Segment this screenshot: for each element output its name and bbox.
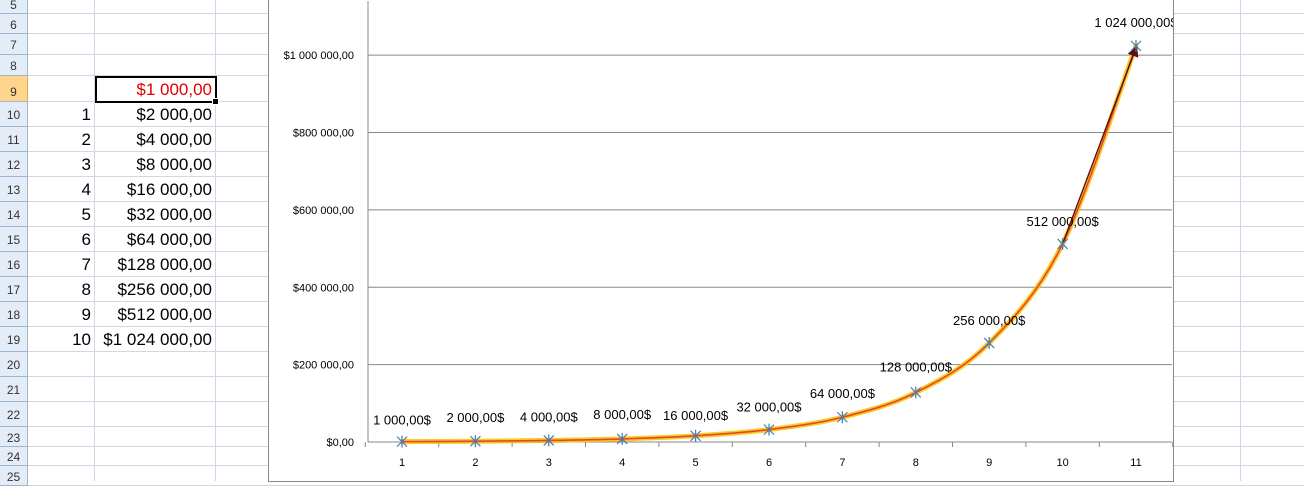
value-cell[interactable]: $128 000,00	[117, 255, 212, 274]
index-cell[interactable]: 9	[81, 305, 91, 324]
trend-glow	[399, 43, 1139, 445]
data-point-marker	[616, 432, 628, 445]
x-tick-label: 5	[693, 457, 699, 469]
y-tick-label: $600 000,00	[293, 205, 354, 217]
row-header[interactable]: 15	[0, 227, 28, 252]
y-tick-label: $1 000 000,00	[284, 50, 354, 62]
data-point-marker	[690, 429, 702, 442]
x-tick-label: 9	[986, 457, 992, 469]
data-label: 4 000,00$	[520, 409, 579, 424]
value-cell[interactable]: $64 000,00	[126, 230, 212, 249]
x-tick-label: 1	[399, 457, 405, 469]
row-header[interactable]: 24	[0, 447, 28, 466]
index-cell[interactable]: 7	[81, 255, 91, 274]
row-header[interactable]: 21	[0, 377, 28, 402]
x-tick-label: 10	[1056, 457, 1068, 469]
row-header[interactable]: 14	[0, 202, 28, 227]
index-cell[interactable]: 5	[81, 205, 91, 224]
data-point-marker	[543, 434, 555, 447]
data-point-marker	[910, 386, 922, 399]
value-cell[interactable]: $256 000,00	[117, 280, 212, 299]
row-header[interactable]: 6	[0, 14, 28, 34]
y-tick-label: $800 000,00	[293, 128, 354, 140]
row-header[interactable]: 17	[0, 277, 28, 302]
row-header[interactable]: 12	[0, 152, 28, 177]
value-cell[interactable]: $2 000,00	[136, 105, 212, 124]
value-cell[interactable]: $4 000,00	[136, 130, 212, 149]
row-header[interactable]: 7	[0, 34, 28, 55]
data-label: 64 000,00$	[810, 386, 876, 401]
index-cell[interactable]: 4	[81, 180, 91, 199]
data-point-marker	[1057, 237, 1069, 250]
data-label: 16 000,00$	[663, 408, 729, 423]
active-cell-value: $1 000,00	[136, 80, 212, 99]
column-gridline	[94, 0, 95, 481]
value-cell[interactable]: $32 000,00	[126, 205, 212, 224]
x-tick-label: 3	[546, 457, 552, 469]
data-label: 8 000,00$	[593, 407, 652, 422]
x-tick-label: 6	[766, 457, 772, 469]
data-label: 512 000,00$	[1026, 214, 1099, 229]
row-header[interactable]: 8	[0, 55, 28, 76]
row-header[interactable]: 10	[0, 102, 28, 127]
trend-arrow	[1061, 45, 1139, 245]
trend-line	[401, 45, 1137, 443]
data-point-marker	[1130, 39, 1142, 52]
y-tick-label: $200 000,00	[293, 360, 354, 372]
data-label: 256 000,00$	[953, 313, 1026, 328]
data-point-marker	[836, 411, 848, 424]
value-cell[interactable]: $16 000,00	[126, 180, 212, 199]
x-tick-label: 7	[839, 457, 845, 469]
index-cell[interactable]: 2	[81, 130, 91, 149]
index-cell[interactable]: 10	[72, 330, 91, 349]
row-header[interactable]: 5	[0, 0, 28, 14]
index-cell[interactable]: 3	[81, 155, 91, 174]
x-tick-label: 4	[619, 457, 625, 469]
index-cell[interactable]: 1	[81, 105, 91, 124]
row-header[interactable]: 19	[0, 327, 28, 352]
row-header[interactable]: 23	[0, 427, 28, 447]
data-point-marker	[763, 423, 775, 436]
row-header[interactable]: 22	[0, 402, 28, 427]
data-label: 128 000,00$	[880, 359, 953, 374]
row-header[interactable]: 13	[0, 177, 28, 202]
x-tick-label: 11	[1130, 457, 1141, 469]
row-header[interactable]: 20	[0, 352, 28, 377]
data-point-marker	[983, 336, 995, 349]
value-cell[interactable]: $8 000,00	[136, 155, 212, 174]
row-header[interactable]: 18	[0, 302, 28, 327]
row-header[interactable]: 11	[0, 127, 28, 152]
data-label: 1 000,00$	[373, 413, 432, 428]
value-cell[interactable]: $1 024 000,00	[103, 330, 212, 349]
chart-svg: $0,00 $200 000,00 $400 000,00 $600 000,00 $8…	[284, 1, 1178, 469]
row-header[interactable]: 25	[0, 466, 28, 486]
data-point-marker	[396, 435, 408, 448]
index-cell[interactable]: 8	[81, 280, 91, 299]
x-tick-label: 8	[913, 457, 919, 469]
x-tick-label: 2	[472, 457, 478, 469]
column-gridline	[215, 0, 216, 481]
data-label: 1 024 000,00$	[1094, 15, 1173, 30]
value-cell[interactable]: $512 000,00	[117, 305, 212, 324]
data-point-marker	[469, 435, 481, 448]
y-tick-label: $400 000,00	[293, 282, 354, 294]
fill-handle[interactable]	[212, 98, 219, 105]
index-cell[interactable]: 6	[81, 230, 91, 249]
active-cell[interactable]: $1 000,00	[95, 76, 219, 105]
data-label: 2 000,00$	[446, 410, 505, 425]
y-tick-label: $0,00	[326, 437, 354, 449]
column-gridline	[1240, 0, 1241, 481]
chart-area[interactable]: $0,00 $200 000,00 $400 000,00 $600 000,00 $8…	[268, 0, 1178, 482]
row-gridline	[28, 485, 1304, 486]
row-header[interactable]: 16	[0, 252, 28, 277]
row-header[interactable]: 9	[0, 76, 28, 102]
data-label: 32 000,00$	[736, 400, 802, 415]
